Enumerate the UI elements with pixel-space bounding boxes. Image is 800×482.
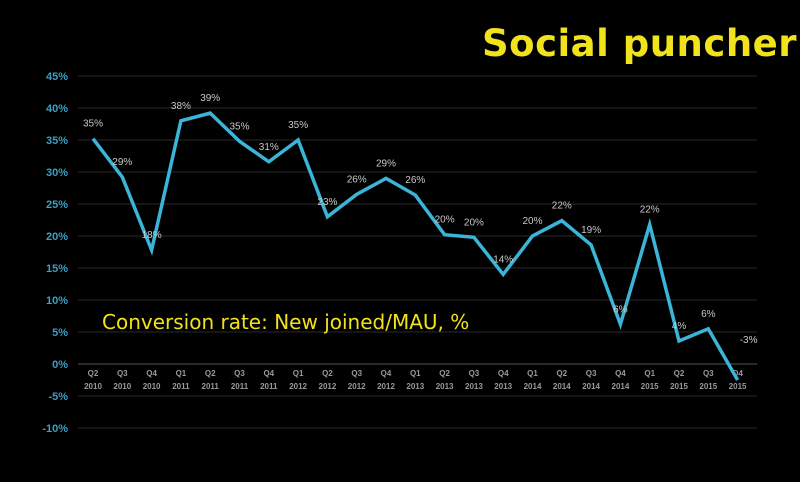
data-label: 35% (83, 119, 103, 130)
data-label: 22% (552, 201, 572, 212)
y-tick-label: 10% (46, 295, 68, 307)
data-label: 14% (493, 254, 513, 265)
x-tick-quarter: Q2 (205, 369, 216, 378)
data-label: 29% (112, 157, 132, 168)
y-tick-label: -10% (42, 423, 68, 435)
x-tick-quarter: Q3 (469, 369, 480, 378)
x-tick-quarter: Q3 (117, 369, 128, 378)
x-tick-year: 2014 (612, 382, 630, 391)
data-label: 20% (435, 215, 455, 226)
grid-lines (78, 75, 757, 429)
x-tick-quarter: Q3 (586, 369, 597, 378)
x-tick-year: 2012 (319, 382, 337, 391)
x-tick-year: 2012 (377, 382, 395, 391)
data-label: 29% (376, 158, 396, 169)
x-tick-year: 2014 (553, 382, 571, 391)
x-tick-year: 2010 (113, 382, 131, 391)
y-tick-label: -5% (48, 391, 68, 403)
y-tick-label: 25% (46, 199, 68, 211)
x-tick-quarter: Q2 (322, 369, 333, 378)
chart-title: Conversion rate: New joined/MAU, % (102, 310, 470, 334)
y-tick-label: 0% (52, 359, 68, 371)
x-tick-quarter: Q1 (293, 369, 304, 378)
x-tick-year: 2015 (641, 382, 659, 391)
data-label: 18% (142, 230, 162, 241)
x-tick-quarter: Q4 (615, 369, 626, 378)
x-tick-quarter: Q4 (732, 369, 743, 378)
x-tick-year: 2013 (494, 382, 512, 391)
x-tick-quarter: Q3 (703, 369, 714, 378)
x-tick-year: 2011 (231, 382, 249, 391)
x-axis-ticks: Q2 2010 Q3 2010 Q4 2010 Q1 2011 Q2 2011 Q3 2011 Q4 20… (84, 369, 747, 391)
x-tick-quarter: Q2 (88, 369, 99, 378)
data-label: 38% (171, 101, 191, 112)
data-label: -3% (740, 335, 758, 346)
data-label: 31% (259, 142, 279, 153)
x-tick-quarter: Q2 (556, 369, 567, 378)
y-tick-label: 5% (52, 327, 68, 339)
x-tick-year: 2014 (524, 382, 542, 391)
x-tick-quarter: Q4 (146, 369, 157, 378)
data-label: 4% (672, 321, 687, 332)
x-tick-quarter: Q3 (234, 369, 245, 378)
y-axis-ticks: -10% -5% 0% 5% 10% 15% 20% 25% 30% 35% 40% 45% (42, 71, 68, 435)
x-tick-year: 2010 (84, 382, 102, 391)
x-tick-year: 2014 (582, 382, 600, 391)
x-tick-year: 2013 (465, 382, 483, 391)
x-tick-year: 2012 (348, 382, 366, 391)
data-label: 22% (640, 204, 660, 215)
y-tick-label: 35% (46, 135, 68, 147)
x-tick-quarter: Q1 (527, 369, 538, 378)
data-label: 23% (317, 197, 337, 208)
x-tick-quarter: Q2 (674, 369, 685, 378)
data-label: 20% (464, 217, 484, 228)
series-line (91, 111, 740, 381)
x-tick-quarter: Q1 (644, 369, 655, 378)
y-tick-label: 40% (46, 103, 68, 115)
data-label: 6% (613, 304, 628, 315)
data-label: 39% (200, 93, 220, 104)
x-tick-year: 2010 (143, 382, 161, 391)
y-tick-label: 15% (46, 263, 68, 275)
x-tick-year: 2011 (172, 382, 190, 391)
x-tick-quarter: Q1 (410, 369, 421, 378)
data-label: 26% (347, 174, 367, 185)
x-tick-quarter: Q4 (498, 369, 509, 378)
x-tick-quarter: Q4 (381, 369, 392, 378)
data-label: 20% (522, 216, 542, 227)
x-tick-quarter: Q3 (351, 369, 362, 378)
data-label: 6% (701, 309, 716, 320)
y-tick-label: 20% (46, 231, 68, 243)
x-tick-year: 2011 (260, 382, 278, 391)
data-label: 35% (288, 120, 308, 131)
y-tick-label: 30% (46, 167, 68, 179)
x-tick-quarter: Q2 (439, 369, 450, 378)
data-label: 35% (229, 121, 249, 132)
y-tick-label: 45% (46, 71, 68, 83)
data-labels: 35% 29% 18% 38% 39% 35% 31% 35% 23% 26% 29% 26% 20% 2… (83, 93, 758, 346)
brand-logo: Social puncher (482, 22, 797, 65)
x-tick-year: 2011 (202, 382, 220, 391)
x-tick-quarter: Q4 (263, 369, 274, 378)
x-tick-year: 2015 (670, 382, 688, 391)
x-tick-quarter: Q1 (176, 369, 187, 378)
data-label: 19% (581, 225, 601, 236)
data-label: 26% (405, 175, 425, 186)
x-tick-year: 2012 (289, 382, 307, 391)
x-tick-year: 2015 (699, 382, 717, 391)
x-tick-year: 2015 (729, 382, 747, 391)
x-tick-year: 2013 (436, 382, 454, 391)
x-tick-year: 2013 (406, 382, 424, 391)
